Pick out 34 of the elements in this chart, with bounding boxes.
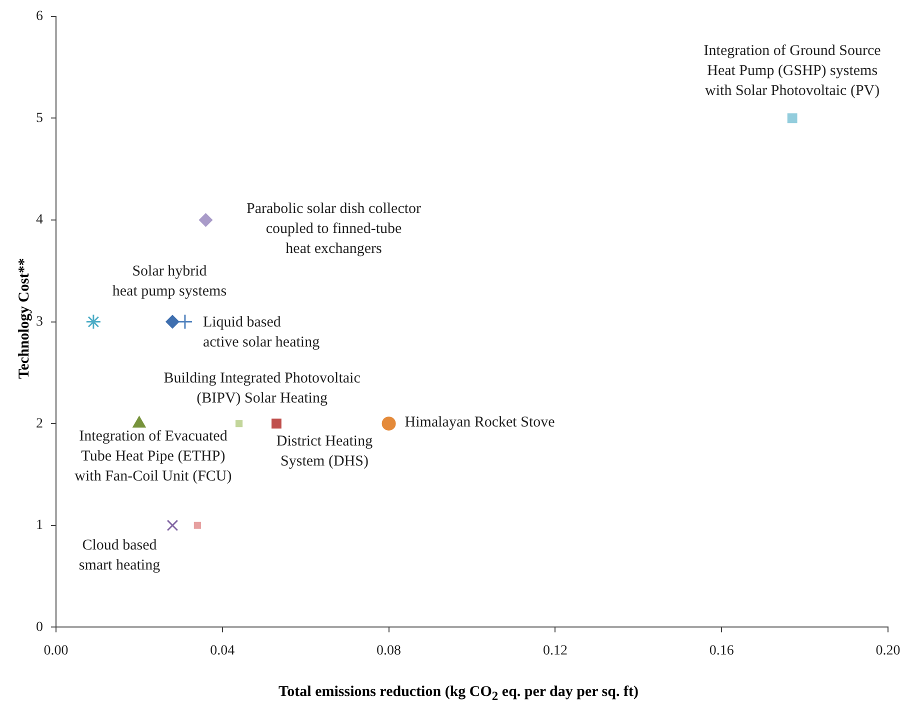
- x-axis-title: Total emissions reduction (kg CO$_{2}$ eq. per day per sq. ft): [278, 684, 640, 704]
- y-tick-label: 4: [36, 212, 43, 228]
- series-label: Liquid based active solar heating: [202, 314, 320, 351]
- text: Building Integrated Photovoltaic (BIPV) Solar Heating: [164, 370, 361, 407]
- point: [166, 520, 178, 532]
- x-tick-label: 0.16: [709, 643, 734, 658]
- point: [198, 213, 213, 227]
- x-tick-label: 0.04: [210, 643, 235, 658]
- y-tick-label: 6: [36, 9, 43, 24]
- point: [787, 113, 798, 124]
- y-tick-label: 2: [36, 416, 43, 432]
- y-axis-title: Technology Cost**: [16, 257, 34, 381]
- y-tick-label: 3: [36, 314, 43, 330]
- text: Parabolic solar dish collector coupled to finned-tube heat exchangers: [246, 200, 422, 257]
- series-label: Cloud based smart heating: [78, 537, 161, 574]
- series-label: Himalayan Rocket Stove: [404, 414, 556, 431]
- point: [165, 314, 180, 329]
- y-tick-label: 0: [36, 620, 43, 635]
- series-label: District Heating System (DHS): [276, 434, 374, 470]
- x-tick-label: 0.08: [376, 643, 402, 658]
- point: [177, 314, 193, 330]
- point: [236, 420, 243, 428]
- point: [86, 314, 102, 330]
- y-tick-label: 1: [36, 518, 43, 534]
- text: Solar hybrid heat pump systems: [112, 264, 227, 300]
- text: Integration of Ground Source Heat Pump (GSHP) systems with Solar Photovoltaic (PV): [704, 43, 882, 100]
- point: [194, 522, 201, 529]
- y-tick-label: 5: [36, 110, 43, 126]
- x-tick-label: 0.20: [876, 643, 900, 658]
- point: [382, 416, 396, 431]
- series-label: Integration of Evacuated Tube Heat Pipe (ETHP) with Fan-Coil Unit (FCU): [74, 428, 232, 485]
- x-tick-label: 0.12: [542, 643, 568, 658]
- point: [272, 418, 282, 429]
- x-tick-label: 0.00: [44, 643, 68, 658]
